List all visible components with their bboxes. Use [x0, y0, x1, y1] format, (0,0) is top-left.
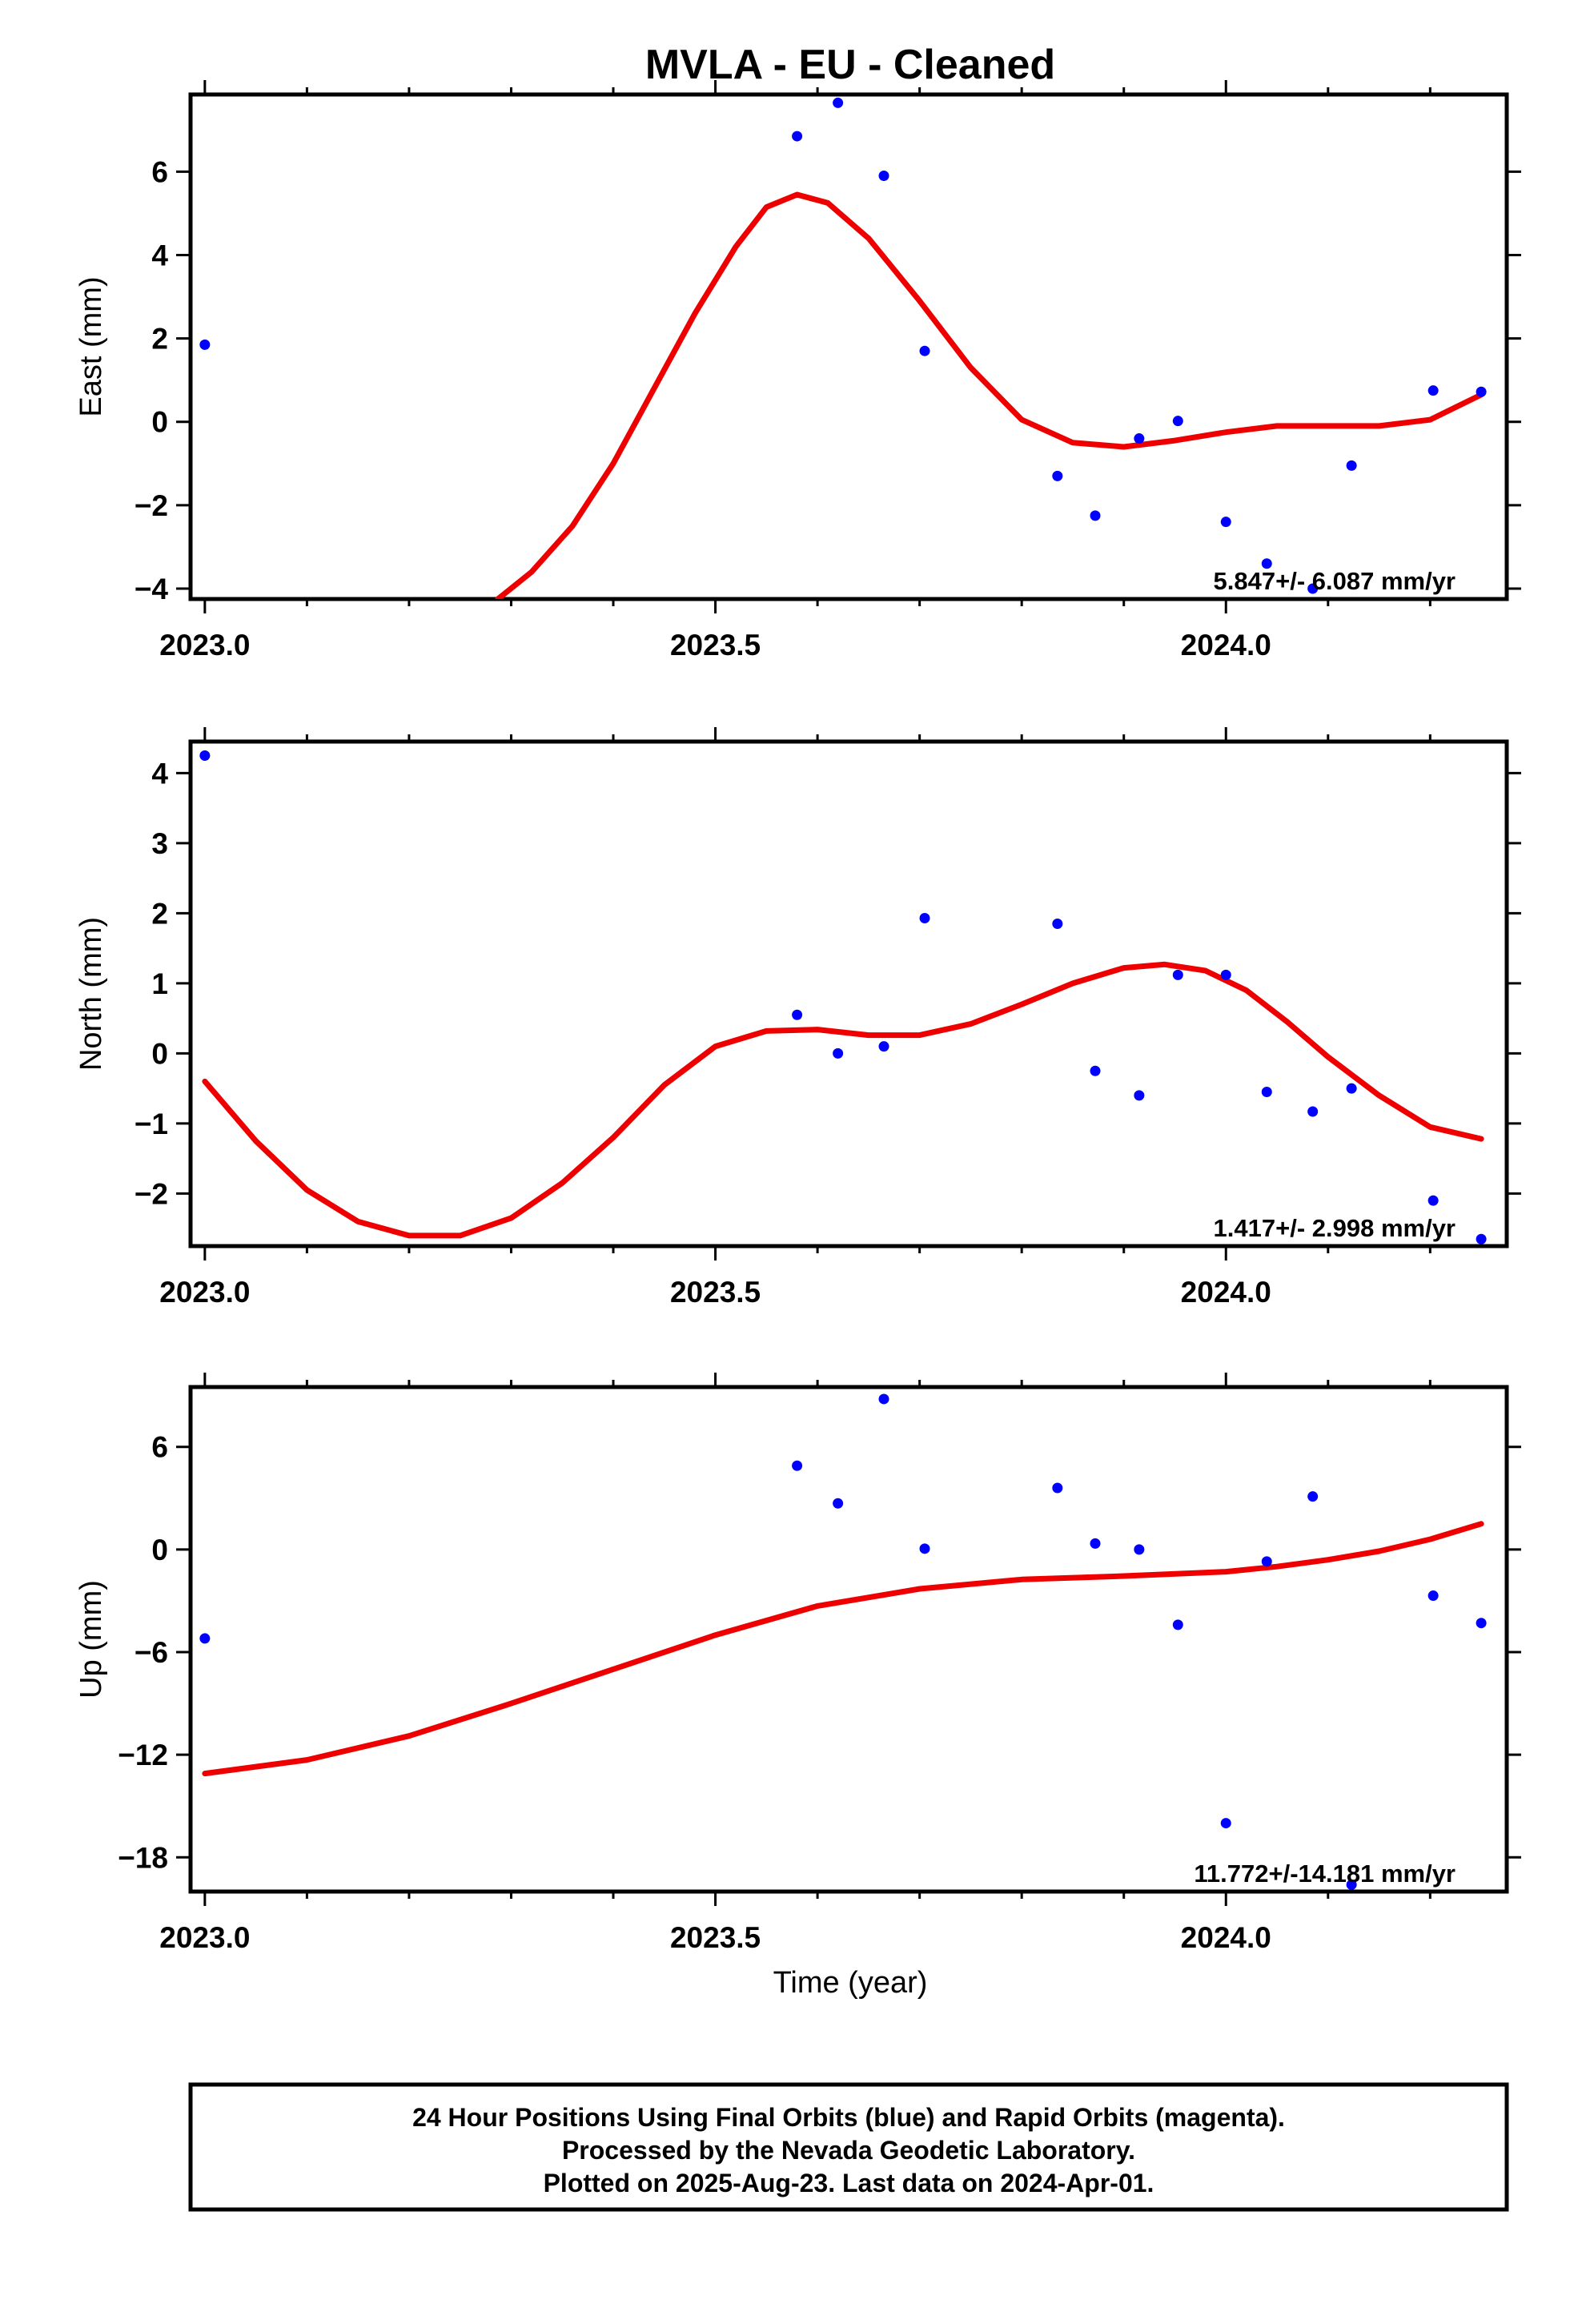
north-data-point — [1172, 969, 1183, 980]
north-y-tick-label: 1 — [151, 967, 168, 1000]
up-y-tick-label: −18 — [118, 1841, 168, 1874]
up-data-point — [1307, 1491, 1319, 1502]
north-data-point — [1307, 1106, 1319, 1117]
east-frame — [188, 92, 1509, 601]
up-data-point — [1346, 1879, 1357, 1890]
up-data-point — [1052, 1482, 1063, 1494]
east-data-point — [1090, 510, 1101, 521]
north-data-point — [1134, 1090, 1145, 1101]
east-y-tick-label: 0 — [151, 406, 168, 439]
east-data-point — [1346, 460, 1357, 471]
north-x-tick-label: 2023.0 — [159, 1276, 250, 1309]
east-data-point — [1134, 433, 1145, 444]
north-plot-area — [202, 961, 1484, 1239]
up-y-axis-label: Up (mm) — [74, 1580, 108, 1699]
east-data-point — [1307, 583, 1319, 594]
north-y-tick-label: 2 — [151, 897, 168, 930]
east-y-tick-label: −2 — [135, 489, 168, 522]
up-data-point — [1090, 1538, 1101, 1549]
up-fit-curve — [202, 1521, 1484, 1777]
up-data-point — [1172, 1619, 1183, 1630]
up-data-point — [919, 1543, 930, 1554]
north-y-axis-label: North (mm) — [74, 917, 108, 1071]
north-data-point — [199, 750, 211, 761]
east-y-axis-label: East (mm) — [74, 276, 108, 416]
up-data-point — [1134, 1544, 1145, 1555]
north-panel: 2023.0 2023.5 2024.0 −2 −1 0 1 2 3 4 North (mm) 1.4… — [74, 727, 1521, 1309]
east-y-tick-label: 2 — [151, 323, 168, 356]
up-y-tick-label: −12 — [118, 1739, 168, 1771]
up-y-tick-label: 6 — [151, 1431, 168, 1464]
north-data-point — [1346, 1083, 1357, 1094]
east-data-point — [1052, 470, 1063, 481]
east-data-point — [1172, 416, 1183, 427]
up-data-point — [878, 1393, 889, 1405]
east-data-point — [919, 345, 930, 356]
up-x-tick-label: 2023.5 — [670, 1921, 761, 1954]
east-data-point — [1476, 386, 1487, 397]
north-data-point — [1261, 1087, 1272, 1097]
east-x-tick-label: 2023.0 — [159, 629, 250, 661]
up-y-tick-label: 0 — [151, 1534, 168, 1566]
north-x-tick-label: 2024.0 — [1181, 1276, 1271, 1309]
up-data-point — [1261, 1556, 1272, 1567]
north-data-point — [792, 1009, 803, 1020]
up-data-point — [1427, 1590, 1439, 1602]
north-y-tick-label: 4 — [151, 757, 168, 790]
north-data-point — [1090, 1065, 1101, 1076]
north-frame — [188, 739, 1509, 1248]
north-data-point — [1427, 1195, 1439, 1206]
east-data-point — [833, 97, 844, 108]
north-x-tick-label: 2023.5 — [670, 1276, 761, 1309]
east-data-point — [1427, 385, 1439, 396]
north-data-point — [919, 913, 930, 923]
east-data-point — [792, 131, 803, 142]
east-panel: 2023.0 2023.5 2024.0 −4 −2 0 2 4 6 East (mm) 5.847… — [74, 80, 1521, 661]
up-y-tick-label: −6 — [135, 1636, 168, 1669]
x-axis-label: Time (year) — [773, 1966, 928, 2000]
east-x-tick-label: 2023.5 — [670, 629, 761, 661]
up-data-point — [199, 1633, 211, 1644]
up-plot-area — [202, 1521, 1484, 1777]
footer-line-2: Processed by the Nevada Geodetic Laborat… — [562, 2136, 1135, 2165]
east-data-point — [1261, 558, 1272, 569]
up-rate-label: 11.772+/-14.181 mm/yr — [1194, 1860, 1456, 1888]
east-y-tick-label: 6 — [151, 155, 168, 188]
east-y-tick-label: −4 — [135, 573, 169, 605]
north-y-tick-label: −1 — [135, 1108, 168, 1140]
east-y-tick-label: 4 — [151, 239, 168, 271]
up-data-point — [1476, 1618, 1487, 1629]
east-data-point — [199, 339, 211, 350]
east-fit-curve — [495, 191, 1484, 599]
footer-line-3: Plotted on 2025-Aug-23. Last data on 202… — [544, 2169, 1154, 2197]
up-data-point — [1220, 1818, 1231, 1829]
east-x-tick-label: 2024.0 — [1181, 629, 1271, 661]
north-data-point — [1052, 919, 1063, 929]
east-rate-label: 5.847+/- 6.087 mm/yr — [1214, 567, 1456, 595]
up-panel: 2023.0 2023.5 2024.0 −18 −12 −6 0 6 Up (mm) 11.77… — [74, 1373, 1521, 1954]
up-data-point — [792, 1460, 803, 1471]
footer-line-1: 24 Hour Positions Using Final Orbits (bl… — [412, 2103, 1285, 2132]
north-rate-label: 1.417+/- 2.998 mm/yr — [1214, 1214, 1456, 1242]
up-frame — [188, 1385, 1509, 1894]
north-data-point — [1220, 969, 1231, 980]
north-data-point — [1476, 1233, 1487, 1244]
north-data-point — [833, 1047, 844, 1059]
up-x-tick-label: 2024.0 — [1181, 1921, 1271, 1954]
east-data-point — [878, 171, 889, 182]
north-y-tick-label: 0 — [151, 1037, 168, 1070]
north-fit-curve — [202, 961, 1484, 1239]
north-data-point — [878, 1041, 889, 1052]
footer-box: 24 Hour Positions Using Final Orbits (bl… — [188, 2082, 1509, 2212]
east-data-point — [1220, 517, 1231, 528]
up-x-tick-label: 2023.0 — [159, 1921, 250, 1954]
figure-title: MVLA - EU - Cleaned — [645, 42, 1055, 88]
east-plot-area — [495, 191, 1484, 599]
north-y-tick-label: −2 — [135, 1177, 168, 1210]
up-data-point — [833, 1498, 844, 1509]
north-y-tick-label: 3 — [151, 827, 168, 860]
